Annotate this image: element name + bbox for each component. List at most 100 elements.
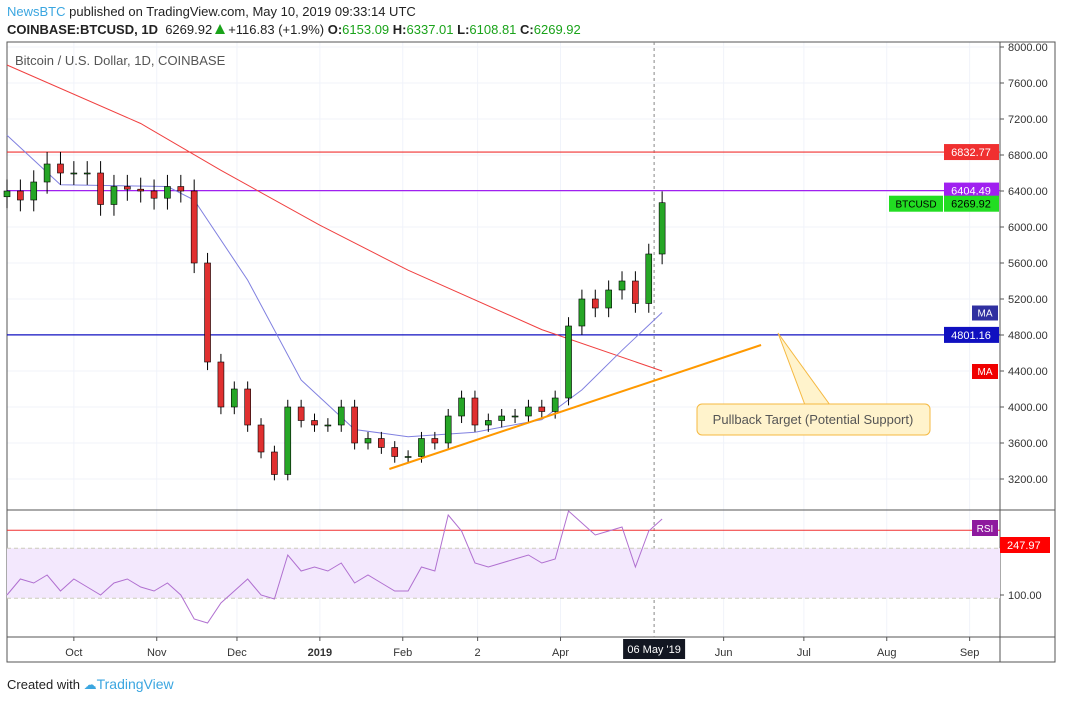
candle xyxy=(70,172,78,175)
candle xyxy=(83,172,91,175)
candle xyxy=(404,456,412,458)
symbol-info: COINBASE:BTCUSD, 1D 6269.92 +116.83 (+1.9… xyxy=(7,22,581,37)
candle xyxy=(17,190,24,201)
candle xyxy=(3,190,11,198)
callout-box xyxy=(696,403,931,436)
x-tick-label: 2019 xyxy=(308,647,332,659)
crosshair-date: 06 May '19 xyxy=(627,644,680,656)
rsi-tag xyxy=(972,520,998,536)
level-tag-label: 4801.16 xyxy=(951,330,991,342)
price-change: +116.83 (+1.9%) xyxy=(228,22,325,37)
ma-tag xyxy=(972,364,998,379)
y-tick-label: 6400.00 xyxy=(1008,186,1048,198)
last-price-tag xyxy=(944,195,999,212)
y-tick-label: 6800.00 xyxy=(1008,150,1048,162)
candle xyxy=(444,415,452,444)
open-value: 6153.09 xyxy=(342,22,390,37)
candle xyxy=(591,298,599,309)
candle xyxy=(30,181,38,201)
y-tick-label: 7200.00 xyxy=(1008,114,1048,126)
tradingview-link[interactable]: TradingView xyxy=(96,676,174,692)
crosshair-date-tag xyxy=(623,639,686,659)
candle xyxy=(137,188,144,192)
candle xyxy=(391,447,399,457)
candle xyxy=(177,186,185,192)
candle xyxy=(297,406,305,421)
candle xyxy=(311,420,318,426)
y-tick-label: 3200.00 xyxy=(1008,474,1048,486)
candle xyxy=(658,202,666,255)
low-label: L: xyxy=(457,22,470,37)
y-tick-label: 4800.00 xyxy=(1008,330,1048,342)
candle xyxy=(498,415,505,421)
up-arrow-icon xyxy=(215,24,226,34)
rsi-band xyxy=(7,548,1000,599)
level-tag xyxy=(944,182,999,199)
ma-tag-label: MA xyxy=(978,367,993,378)
x-tick-label: Nov xyxy=(147,647,167,659)
symbol-tag-label: BTCUSD xyxy=(895,200,936,211)
candle xyxy=(605,289,612,309)
y-tick-label: 5200.00 xyxy=(1008,294,1048,306)
candle xyxy=(351,406,358,444)
candle xyxy=(551,397,559,412)
y-tick-label: 3600.00 xyxy=(1008,438,1048,450)
candle xyxy=(378,438,385,448)
publish-text: published on TradingView.com, May 10, 20… xyxy=(65,4,416,19)
candle xyxy=(324,424,332,427)
x-tick-label: Jun xyxy=(715,647,733,659)
x-tick-label: Jul xyxy=(797,647,811,659)
candle xyxy=(204,262,211,363)
y-tick-label: 6000.00 xyxy=(1008,222,1048,234)
level-tag xyxy=(944,144,999,161)
open-label: O: xyxy=(327,22,343,37)
candle xyxy=(632,280,639,304)
candle xyxy=(124,186,131,190)
ma50-line xyxy=(6,134,663,438)
candle xyxy=(364,438,372,444)
ma-tag xyxy=(972,305,998,321)
rsi-value-label: 247.97 xyxy=(1007,540,1041,552)
candle xyxy=(284,406,292,475)
high-value: 6337.01 xyxy=(406,22,454,37)
publisher-link[interactable]: NewsBTC xyxy=(7,4,66,19)
callout-text: Pullback Target (Potential Support) xyxy=(713,412,914,427)
footer: Created with ☁TradingView xyxy=(7,676,174,693)
candle xyxy=(565,325,572,399)
candle xyxy=(337,406,345,426)
x-tick-label: Sep xyxy=(960,647,980,659)
candle xyxy=(431,438,439,444)
x-tick-label: Apr xyxy=(552,647,569,659)
level-tag xyxy=(944,326,999,343)
candle xyxy=(150,190,158,199)
candle xyxy=(244,388,251,426)
candle xyxy=(57,163,64,174)
candle xyxy=(525,406,532,417)
ma-tag-label: MA xyxy=(978,309,993,320)
symbol-tag xyxy=(889,195,943,212)
candle xyxy=(418,438,425,457)
rsi-tick-label: 100.00 xyxy=(1008,590,1042,602)
level-tag-label: 6404.49 xyxy=(951,186,991,198)
rsi-line xyxy=(6,510,663,624)
last-price-label: 6269.92 xyxy=(951,199,991,211)
chart-title: Bitcoin / U.S. Dollar, 1D, COINBASE xyxy=(15,53,226,68)
candle xyxy=(271,451,278,475)
y-tick-label: 5600.00 xyxy=(1008,258,1048,270)
candle xyxy=(230,388,238,408)
candle xyxy=(618,280,626,291)
candle xyxy=(110,186,118,205)
candle xyxy=(217,361,225,408)
created-with: Created with xyxy=(7,677,80,692)
candle xyxy=(578,298,586,327)
x-tick-label: Oct xyxy=(65,647,82,659)
candle xyxy=(97,172,104,205)
x-tick-label: 2 xyxy=(475,647,481,659)
candle xyxy=(485,420,492,426)
publish-info: NewsBTC published on TradingView.com, Ma… xyxy=(7,4,416,19)
candle xyxy=(538,406,546,412)
last-price: 6269.92 xyxy=(165,22,213,37)
y-tick-label: 8000.00 xyxy=(1008,42,1048,54)
candle xyxy=(458,397,465,417)
